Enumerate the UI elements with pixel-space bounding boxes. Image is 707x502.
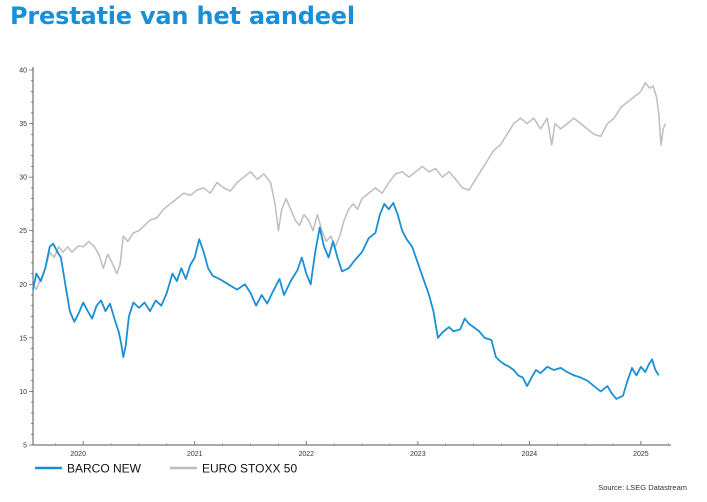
x-tick-label: 2024 bbox=[522, 451, 538, 458]
y-tick-label: 10 bbox=[19, 389, 27, 396]
x-tick-label: 2025 bbox=[633, 451, 649, 458]
y-tick-label: 15 bbox=[19, 335, 27, 342]
chart-series bbox=[32, 82, 667, 400]
x-tick-label: 2023 bbox=[410, 451, 426, 458]
legend-item-eurostoxx: EURO STOXX 50 bbox=[170, 462, 297, 476]
y-tick-label: 40 bbox=[19, 68, 27, 75]
page-title: Prestatie van het aandeel bbox=[10, 2, 355, 30]
legend-label: BARCO NEW bbox=[67, 462, 142, 476]
x-tick-label: 2021 bbox=[187, 451, 203, 458]
x-tick-label: 2022 bbox=[298, 451, 314, 458]
y-tick-label: 5 bbox=[23, 443, 27, 450]
legend-label: EURO STOXX 50 bbox=[202, 462, 297, 476]
source-note: Source: LSEG Datastream bbox=[598, 483, 687, 492]
y-tick-label: 35 bbox=[19, 121, 27, 128]
barco-series-line bbox=[32, 202, 660, 400]
y-tick-label: 30 bbox=[19, 175, 27, 182]
x-tick-label: 2020 bbox=[70, 451, 86, 458]
y-tick-label: 25 bbox=[19, 228, 27, 235]
eurostoxx-series-line bbox=[32, 82, 667, 291]
legend-item-barco: BARCO NEW bbox=[35, 462, 142, 476]
y-tick-label: 20 bbox=[19, 282, 27, 289]
chart-legend: BARCO NEW EURO STOXX 50 bbox=[35, 462, 297, 476]
